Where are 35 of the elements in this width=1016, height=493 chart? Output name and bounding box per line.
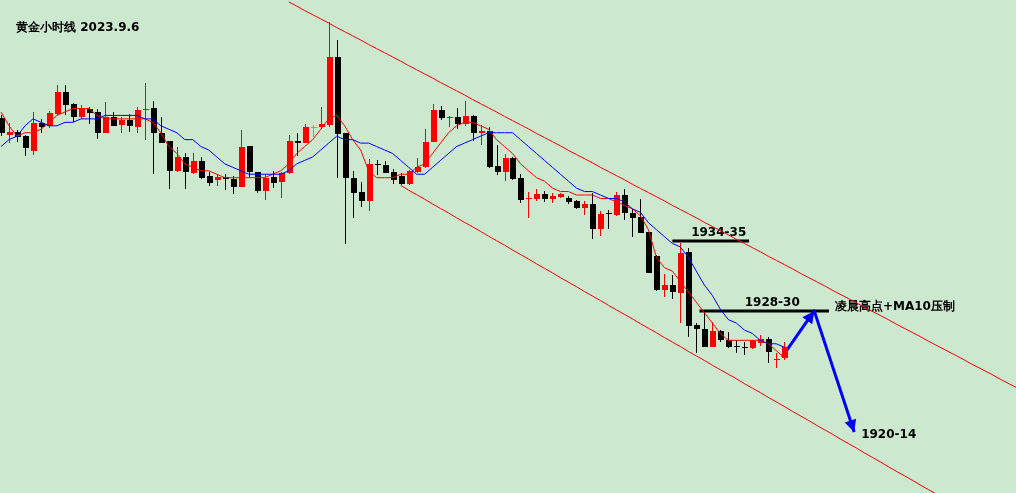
candlestick [350,170,357,219]
candlestick [517,173,524,204]
candlestick [693,322,700,354]
candlestick [525,191,532,219]
candlestick [374,159,381,176]
candlestick [494,144,501,176]
candlestick [22,134,29,157]
candlestick [629,208,636,238]
candlestick [478,124,485,146]
candlestick [310,124,317,138]
candlestick [741,341,748,356]
candlestick [470,114,477,142]
candlestick [509,156,516,181]
text: 1920-14 [861,427,917,442]
candlestick [605,209,612,230]
candlestick [0,114,5,137]
candlestick [358,181,365,208]
candlestick [502,153,509,182]
candlestick [597,210,604,237]
candlestick [709,321,716,348]
candlestick [661,273,668,298]
candlestick [446,115,453,128]
candlestick [62,84,69,116]
candlestick [454,107,461,130]
candlestick [174,146,181,173]
candlestick [637,198,644,234]
annotation: 1928-30 [744,294,800,309]
candlestick [262,173,269,201]
candlestick [701,309,708,348]
chart-title: 黄金小时线 2023.9.6 [15,20,140,34]
candlestick [6,122,13,144]
candlestick [294,132,301,157]
candlestick [302,123,309,144]
candlestick [254,171,261,194]
candlestick [669,274,676,300]
